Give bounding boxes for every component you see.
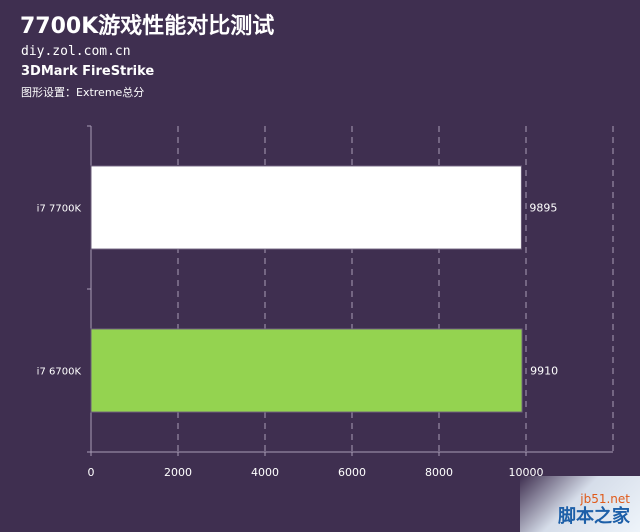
bar-i7-7700k [90, 165, 522, 250]
x-tick-label: 4000 [251, 466, 279, 479]
x-tick-label: 2000 [164, 466, 192, 479]
category-label: i7 6700K [37, 367, 82, 378]
x-tick-label: 10000 [509, 466, 544, 479]
site-url: diy.zol.com.cn [21, 44, 131, 59]
data-label: 9895 [529, 202, 557, 215]
chart-settings-note: 图形设置：Extreme总分 [21, 86, 145, 99]
category-label: i7 7700K [37, 204, 82, 215]
chart-title: 7700K游戏性能对比测试 [20, 14, 275, 39]
x-tick-label: 6000 [338, 466, 366, 479]
watermark: jb51.net 脚本之家 [520, 476, 640, 532]
watermark-logo-text: 脚本之家 [558, 506, 630, 527]
data-label: 9910 [530, 365, 558, 378]
watermark-site: jb51.net [580, 492, 630, 506]
bar-i7-6700k [90, 328, 523, 413]
x-tick-label: 8000 [425, 466, 453, 479]
chart-subtitle: 3DMark FireStrike [21, 64, 155, 79]
x-tick-label: 0 [88, 466, 95, 479]
